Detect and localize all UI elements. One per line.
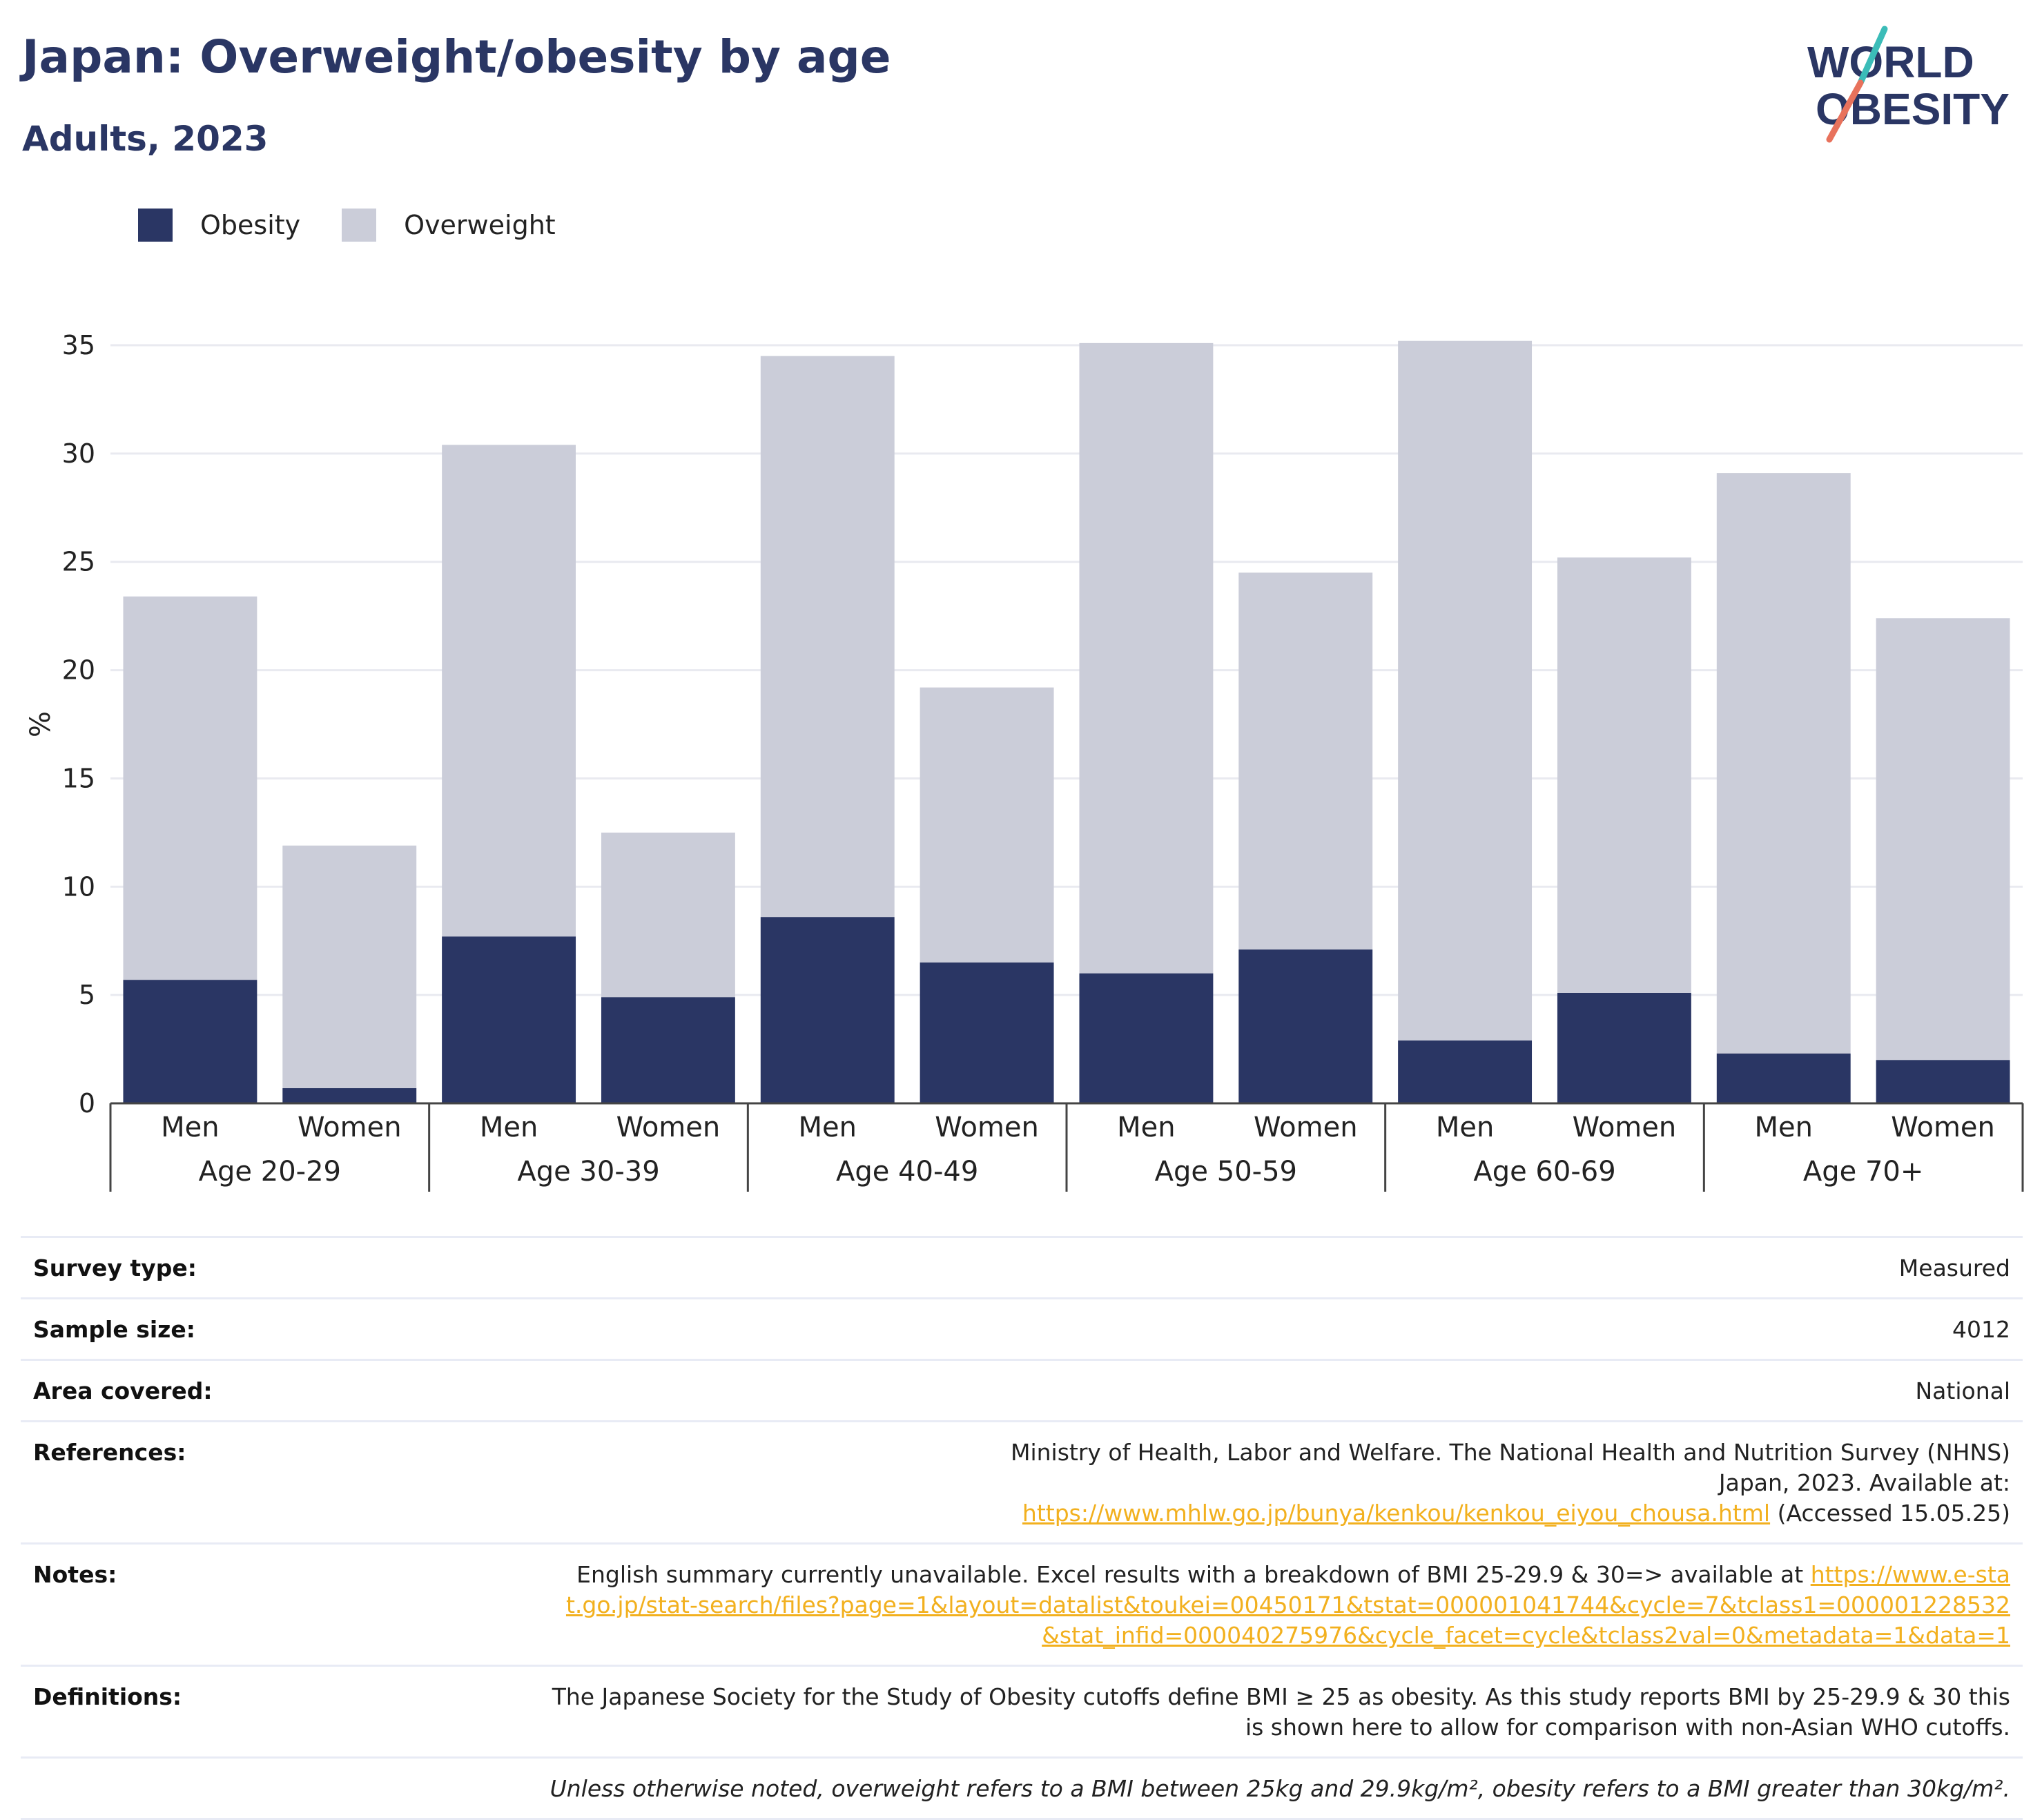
bar-obesity xyxy=(282,1088,417,1103)
references-accessed: (Accessed 15.05.25) xyxy=(1770,1500,2010,1527)
bar-overweight xyxy=(1398,340,1533,1041)
info-value: The Japanese Society for the Study of Ob… xyxy=(552,1683,2010,1741)
references-link[interactable]: https://www.mhlw.go.jp/bunya/kenkou/kenk… xyxy=(1022,1500,1771,1527)
bar-obesity xyxy=(1716,1053,1851,1103)
bar-overweight xyxy=(1876,618,2010,1061)
bar-obesity xyxy=(1079,973,1214,1103)
legend-swatch-overweight xyxy=(342,209,377,242)
group-label: Age 30-39 xyxy=(517,1156,659,1188)
info-row-notes: Notes: English summary currently unavail… xyxy=(21,1542,2023,1665)
logo-text-world: WORLD xyxy=(1807,37,1974,87)
bar-overweight xyxy=(920,687,1054,963)
legend-label-obesity: Obesity xyxy=(200,210,301,240)
bar-obesity xyxy=(1876,1060,2010,1103)
page-subtitle: Adults, 2023 xyxy=(22,119,269,159)
y-tick-label: 0 xyxy=(79,1088,95,1119)
info-value: English summary currently unavailable. E… xyxy=(323,1560,2010,1651)
x-tick-label: Men xyxy=(480,1112,538,1143)
notes-text: English summary currently unavailable. E… xyxy=(576,1561,1811,1588)
bar-overweight xyxy=(442,445,576,937)
notes-link[interactable]: https://www.e-stat.go.jp/stat-search/fil… xyxy=(565,1561,2010,1649)
info-row-survey-type: Survey type: Measured xyxy=(21,1236,2023,1297)
bar-overweight xyxy=(1557,557,1691,994)
info-value: Ministry of Health, Labor and Welfare. T… xyxy=(323,1437,2010,1529)
x-tick-label: Women xyxy=(1254,1112,1358,1143)
group-label: Age 50-59 xyxy=(1155,1156,1297,1188)
chart-legend: Obesity Overweight xyxy=(138,204,597,246)
x-tick-label: Women xyxy=(935,1112,1039,1143)
info-label: Sample size: xyxy=(33,1316,195,1343)
bar-overweight xyxy=(1079,342,1214,974)
legend-swatch-obesity xyxy=(138,209,173,242)
group-label: Age 20-29 xyxy=(199,1156,341,1188)
bar-overweight xyxy=(282,845,417,1089)
bar-obesity xyxy=(123,980,257,1103)
legend-item-obesity[interactable]: Obesity xyxy=(138,209,300,242)
info-value: Measured xyxy=(1898,1255,2010,1281)
bar-overweight xyxy=(123,596,257,980)
info-row-footnote: Unless otherwise noted, overweight refer… xyxy=(21,1756,2023,1820)
y-tick-label: 10 xyxy=(62,871,95,902)
y-tick-label: 35 xyxy=(62,331,95,360)
info-row-area: Area covered: National xyxy=(21,1359,2023,1420)
y-tick-label: 5 xyxy=(79,980,95,1010)
info-label: Area covered: xyxy=(33,1377,213,1404)
x-tick-label: Women xyxy=(298,1112,402,1143)
survey-info-table: Survey type: Measured Sample size: 4012 … xyxy=(21,1236,2023,1820)
bar-obesity xyxy=(1398,1040,1533,1103)
y-tick-label: 20 xyxy=(62,655,95,686)
bar-overweight xyxy=(1238,572,1373,950)
x-tick-label: Men xyxy=(1117,1112,1175,1143)
info-row-references: References: Ministry of Health, Labor an… xyxy=(21,1420,2023,1542)
info-value: 4012 xyxy=(1952,1316,2010,1343)
group-label: Age 70+ xyxy=(1803,1156,1924,1188)
legend-label-overweight: Overweight xyxy=(404,210,556,240)
info-row-sample-size: Sample size: 4012 xyxy=(21,1297,2023,1359)
y-axis-label: % xyxy=(25,711,57,737)
bar-obesity xyxy=(920,962,1054,1103)
group-label: Age 60-69 xyxy=(1473,1156,1615,1188)
y-tick-label: 25 xyxy=(62,547,95,577)
legend-item-overweight[interactable]: Overweight xyxy=(342,209,556,242)
logo-slash-teal xyxy=(1857,26,1888,86)
page-title: Japan: Overweight/obesity by age xyxy=(22,30,891,84)
references-text: Ministry of Health, Labor and Welfare. T… xyxy=(1010,1439,2010,1496)
logo-slash-coral xyxy=(1826,79,1864,143)
info-label: Survey type: xyxy=(33,1255,197,1281)
bar-obesity xyxy=(442,936,576,1103)
info-row-definitions: Definitions: The Japanese Society for th… xyxy=(21,1665,2023,1756)
bar-obesity xyxy=(760,917,895,1103)
info-label: Definitions: xyxy=(33,1683,182,1710)
x-tick-label: Women xyxy=(616,1112,721,1143)
x-tick-label: Men xyxy=(1436,1112,1494,1143)
y-tick-label: 15 xyxy=(62,763,95,793)
info-label: Notes: xyxy=(33,1561,117,1588)
bar-overweight xyxy=(1716,473,1851,1054)
x-tick-label: Men xyxy=(1755,1112,1813,1143)
info-label: References: xyxy=(33,1439,186,1466)
footnote: Unless otherwise noted, overweight refer… xyxy=(550,1775,2010,1802)
x-tick-label: Women xyxy=(1891,1112,1995,1143)
world-obesity-logo: WORLD OBESITY xyxy=(1807,26,2010,143)
x-tick-label: Women xyxy=(1573,1112,1677,1143)
bar-obesity xyxy=(1557,993,1691,1103)
bar-overweight xyxy=(601,832,735,998)
y-tick-label: 30 xyxy=(62,438,95,469)
info-value: National xyxy=(1915,1377,2010,1404)
bar-obesity xyxy=(1238,949,1373,1103)
group-label: Age 40-49 xyxy=(836,1156,978,1188)
bar-overweight xyxy=(760,356,895,918)
x-tick-label: Men xyxy=(799,1112,857,1143)
bar-chart: 0 5 10 15 20 25 30 35% Men Women Men Women Men Women M… xyxy=(25,331,2024,1192)
x-tick-label: Men xyxy=(161,1112,219,1143)
bar-obesity xyxy=(601,997,735,1103)
